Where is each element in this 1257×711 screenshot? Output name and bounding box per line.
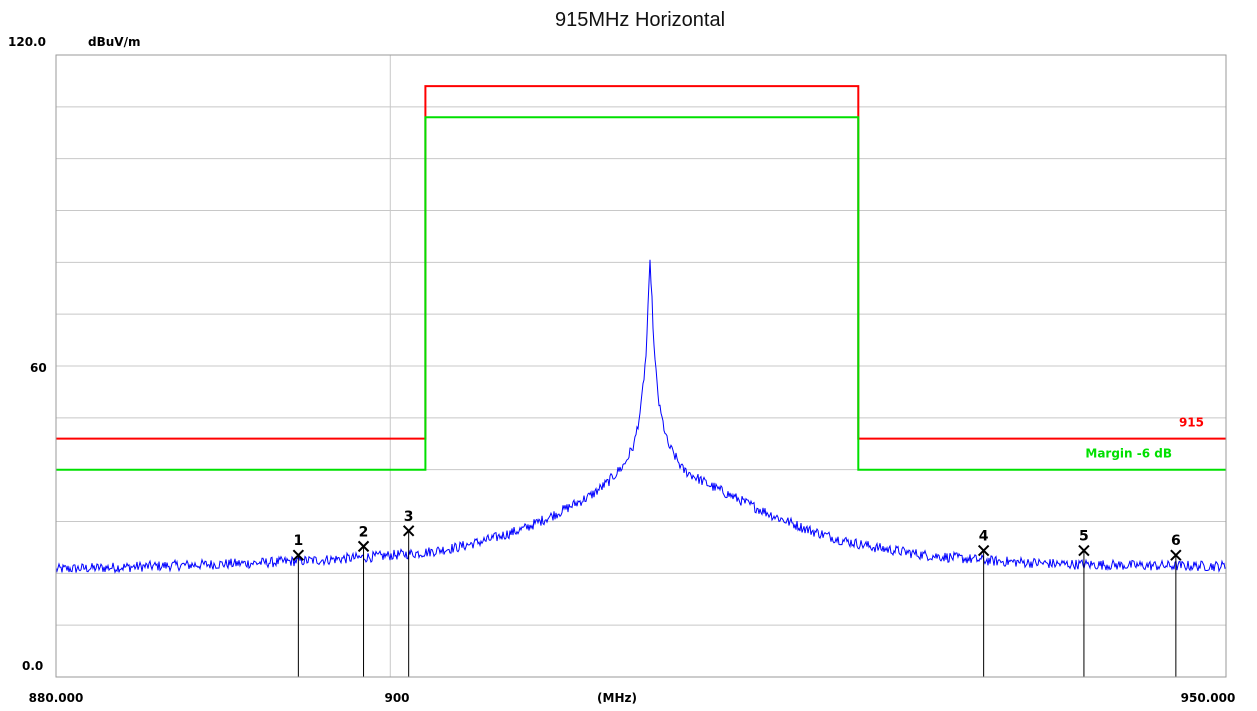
y-tick-top: 120.0 [8, 35, 46, 49]
marker-label: 3 [404, 509, 414, 525]
x-tick-mid: 900 [384, 691, 409, 705]
chart-title: 915MHz Horizontal [555, 9, 725, 31]
margin-label: Margin -6 dB [1085, 447, 1172, 461]
x-axis-label: (MHz) [597, 691, 637, 705]
marker-group: 1 2 3 4 5 6 [292, 509, 1182, 677]
marker-cross [292, 549, 305, 561]
grid-lines [56, 55, 1226, 677]
limit-labels: 915 Margin -6 dB [1085, 416, 1204, 461]
marker-cross [357, 540, 370, 553]
x-tick-right: 950.000 [1181, 691, 1236, 705]
x-tick-left: 880.000 [29, 691, 84, 705]
marker-label: 5 [1079, 529, 1089, 545]
marker-label: 1 [293, 533, 303, 549]
marker-label: 2 [359, 524, 369, 540]
plot-frame [55, 54, 1227, 678]
limit-line-915 [56, 85, 1226, 440]
marker-label: 6 [1171, 533, 1181, 549]
marker-label: 4 [979, 529, 989, 545]
margin-line [56, 116, 1226, 471]
y-tick-mid: 60 [30, 361, 47, 375]
limit-label-915: 915 [1179, 416, 1204, 430]
unit-label: dBuV/m [88, 35, 140, 49]
marker-cross [1170, 549, 1182, 561]
marker-cross [977, 544, 990, 557]
marker-cross [1078, 544, 1090, 557]
marker-cross [402, 525, 415, 537]
plot-series [55, 85, 1227, 574]
measured-trace [55, 259, 1227, 574]
y-tick-bottom: 0.0 [22, 659, 43, 673]
